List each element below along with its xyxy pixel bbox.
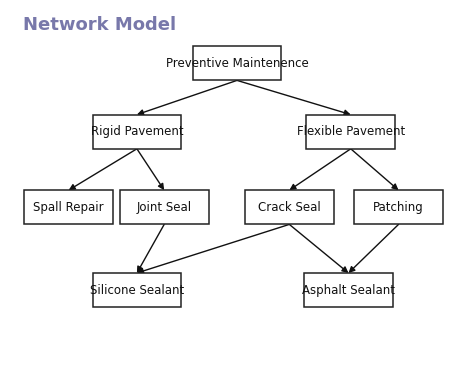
FancyBboxPatch shape — [354, 190, 443, 224]
FancyBboxPatch shape — [245, 190, 334, 224]
FancyBboxPatch shape — [192, 46, 282, 80]
Text: Asphalt Sealant: Asphalt Sealant — [302, 284, 395, 297]
Text: Preventive Maintenence: Preventive Maintenence — [165, 57, 309, 70]
Text: Rigid Pavement: Rigid Pavement — [91, 125, 183, 138]
Text: Flexible Pavement: Flexible Pavement — [297, 125, 405, 138]
FancyBboxPatch shape — [306, 115, 395, 149]
Text: Network Model: Network Model — [23, 16, 176, 34]
Text: Silicone Sealant: Silicone Sealant — [90, 284, 184, 297]
FancyBboxPatch shape — [92, 273, 181, 307]
FancyBboxPatch shape — [92, 115, 181, 149]
FancyBboxPatch shape — [120, 190, 209, 224]
Text: Spall Repair: Spall Repair — [33, 201, 104, 214]
Text: Joint Seal: Joint Seal — [137, 201, 192, 214]
FancyBboxPatch shape — [24, 190, 113, 224]
FancyBboxPatch shape — [304, 273, 393, 307]
Text: Crack Seal: Crack Seal — [258, 201, 321, 214]
Text: Patching: Patching — [373, 201, 424, 214]
